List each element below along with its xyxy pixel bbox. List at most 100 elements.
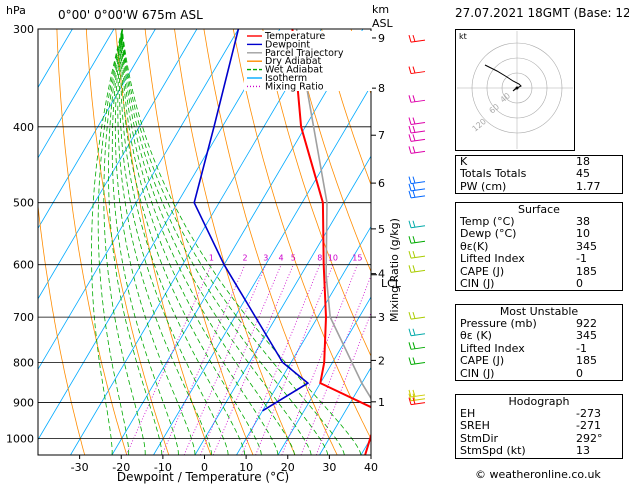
plot-frame [37,28,372,456]
wind-barb [408,393,426,402]
x-tick-label: -30 [71,461,89,474]
info-panel: 27.07.2021 18GMT (Base: 12) kt 40 60 120… [455,0,629,486]
x-tick-label: 20 [281,461,295,474]
mixing-ratio-label: 2 [242,254,247,263]
index-row-pw: PW (cm) 1.77 [460,179,601,193]
wind-barb [408,236,426,244]
isotherm-line [38,29,115,159]
wet-adiabat-line [97,29,130,455]
wet-adiabat-line [121,29,329,455]
hodograph-center [515,86,519,90]
isotherm-line [38,29,281,441]
mixing-ratio-label: 15 [352,254,362,263]
most-unstable-table: Most Unstable Pressure (mb) 922 θε (K) 345… [455,304,623,381]
hpa-label: hPa [6,4,26,17]
surface-theta-e: θε(K) 345 [460,239,597,253]
mixing-ratio-label: 10 [328,254,338,263]
dry-adiabat-line [38,202,86,455]
mixing-ratio-label: 20 [370,254,380,263]
wind-barb [408,389,426,398]
index-row-k: K 18 [460,155,590,168]
index-row-totals: Totals Totals 45 [460,167,590,181]
hodograph: kt 40 60 120 [455,29,575,151]
most-unstable-title: Most Unstable [499,305,579,318]
pressure-tick-label: 1000 [6,432,34,445]
x-tick-label: -10 [154,461,172,474]
mixing-ratio-axis-label: Mixing Ratio (g/kg) [388,218,401,322]
mixing-ratio-label: 8 [317,254,322,263]
isotherm-line [153,84,371,455]
dry-adiabat-line [439,29,455,455]
surface-temp: Temp (°C) 38 [460,215,590,228]
isotherm-line [0,29,31,455]
wind-barb [408,265,426,273]
dry-adiabat-line [174,29,296,455]
hodo-eh: EH -273 [460,407,601,420]
mixing-ratio-line [281,264,358,455]
wind-barb [408,190,426,199]
x-tick-label: 40 [364,461,378,474]
isotherm-line [360,437,371,455]
series-temperature [291,29,371,455]
km-tick-label: 6 [378,177,385,190]
wet-adiabat-line [103,29,146,455]
mixing-ratio-label: 1 [209,254,214,263]
mu-cape: CAPE (J) 185 [460,354,597,368]
wind-barb [408,183,426,192]
wet-adiabat-line [121,29,312,455]
dry-adiabat-line [144,29,254,455]
dry-adiabat-line [232,29,371,440]
mixing-ratio-label: 4 [279,254,284,263]
mixing-ratio-label: 3 [263,254,268,263]
legend-entry: Mixing Ratio [265,81,324,92]
wind-barb [408,146,426,154]
isotherm-line [194,155,371,455]
legend-entry: Parcel Trajectory [265,48,344,59]
wet-adiabat-line [121,29,345,455]
wind-barb [408,328,426,337]
wind-barb [408,397,426,406]
wet-adiabat-line [121,29,279,455]
wind-barb [408,95,426,103]
mu-theta-e: θε (K) 345 [460,329,597,343]
wind-barb [408,220,426,229]
hodo-sreh: SREH -271 [460,419,601,433]
hodograph-trace [484,64,522,92]
x-axis-label: Dewpoint / Temperature (°C) [117,470,289,484]
surface-cape: CAPE (J) 185 [460,264,597,278]
wet-adiabat-line [91,29,123,455]
isotherm-line [319,366,371,455]
dry-adiabat-line [85,29,170,455]
footer-credit: © weatheronline.co.uk [475,468,601,481]
km-tick-label: 3 [378,311,385,324]
pressure-tick-label: 900 [13,397,34,410]
asl-label: ASL [372,17,394,30]
mu-lifted-index: Lifted Index -1 [460,341,587,355]
location-label: 0°00' 0°00'W 675m ASL [58,8,203,22]
isotherm-line [38,29,239,371]
surface-table: Surface Temp (°C) 38 Dewp (°C) 10 θε(K) 345… [455,202,623,292]
legend-entry: Temperature [264,31,325,42]
isotherm-line [236,225,371,455]
pressure-tick-label: 800 [13,357,34,370]
dry-adiabat-line [262,29,371,357]
surface-cin: CIN (J) 0 [460,276,583,290]
datetime-label: 27.07.2021 18GMT (Base: 12) [455,6,629,20]
pressure-tick-label: 300 [13,23,34,36]
mixing-ratio-label: 5 [291,254,296,263]
legend-entry: Isotherm [265,73,307,84]
legend-entry: Dewpoint [265,39,310,50]
dry-adiabat-line [56,29,128,455]
km-tick-label: 4 [378,268,385,281]
indices-table: K 18 Totals Totals 45 PW (cm) 1.77 [455,155,623,195]
hodograph-table: Hodograph EH -273 SREH -271 StmDir 292° Stm… [455,394,623,459]
wind-barb [408,311,426,320]
x-tick-label: 30 [322,461,336,474]
isotherm-line [38,29,198,300]
x-tick-label: -20 [112,461,130,474]
wind-barb [408,342,426,350]
wet-adiabat-line [108,29,163,455]
hodograph-title: Hodograph [508,395,570,408]
wind-barb [408,250,426,259]
wind-barb [408,117,426,126]
